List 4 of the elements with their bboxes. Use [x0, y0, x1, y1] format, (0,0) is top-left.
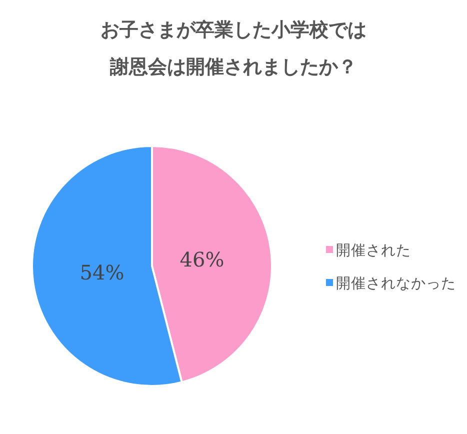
legend-label: 開催された — [336, 243, 411, 259]
legend-label: 開催されなかった — [336, 276, 456, 292]
title: お子さまが卒業した小学校では謝恩会は開催されましたか？ — [100, 18, 368, 80]
legend: 開催された 開催されなかった — [326, 243, 456, 292]
